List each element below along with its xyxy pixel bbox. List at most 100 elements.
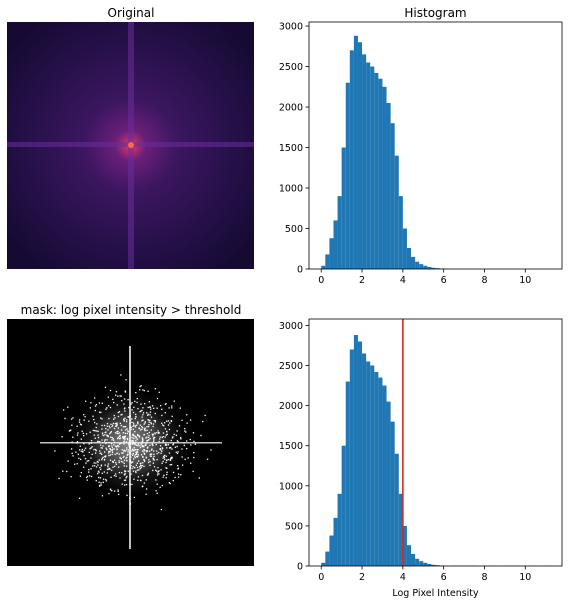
mask-pixel [62,470,64,472]
mask-pixel [160,508,163,511]
mask-pixel [193,451,195,454]
mask-pixel [179,407,182,409]
mask-pixel [143,389,145,392]
histogram-bar [321,562,326,566]
histogram-bar [423,265,428,269]
mask-pixel [94,397,96,399]
y-tick-label: 2000 [279,103,303,114]
original-panel: Original [7,6,254,269]
mask-pixel [155,490,157,492]
histogram-bar [321,265,326,269]
axes-frame [308,318,563,567]
spectrum-center-peak [128,142,134,148]
x-tick-label: 8 [481,572,487,583]
histogram-bar [390,123,395,269]
mask-pixel [172,479,174,482]
mask-vertical-streak [129,346,131,549]
histogram-bar [337,196,342,269]
histogram-bar [362,54,367,269]
histogram-bar [353,35,358,269]
histogram-bar [325,254,330,269]
histogram-title: Histogram [404,6,466,20]
mask-pixel [206,458,209,460]
mask-pixel [189,419,192,421]
histogram-bar [435,565,440,566]
histogram-bar [378,78,383,269]
mask-pixel [193,456,195,459]
mask-pixel [62,409,65,411]
y-tick-label: 1000 [279,184,303,195]
mask-pixel [78,497,81,499]
histogram-bar [357,341,363,566]
histogram-bar [386,401,391,566]
mask-pixel [186,414,188,416]
x-tick-label: 6 [441,275,447,286]
x-tick-label: 10 [519,572,531,583]
histogram-bar [427,266,432,269]
histogram-bar [370,66,375,269]
mask-pixel [177,476,180,478]
y-tick-label: 1000 [279,481,303,492]
y-tick-label: 1500 [279,143,303,154]
mask-pixel [193,440,195,443]
mask-pixel [177,473,180,475]
histogram-bar [366,62,371,269]
histogram-bar [386,102,391,269]
x-tick-label: 4 [400,275,406,286]
x-tick-label: 0 [318,275,324,286]
mask-pixel [133,496,136,499]
histogram-bar [423,562,428,566]
histogram-bar [415,558,420,566]
mask-pixel [70,429,72,431]
mask-pixel [198,477,201,479]
mask-pixel [70,418,73,420]
mask-title: mask: log pixel intensity > threshold [21,303,242,317]
mask-pixel [74,463,76,465]
y-tick-label: 3000 [279,321,303,332]
histogram-bar [402,228,407,269]
mask-pixel [71,424,73,426]
histogram-bar [435,268,440,269]
mask-pixel [147,390,149,392]
histogram-bar [406,247,412,269]
mask-pixel [192,432,195,434]
histogram-bar [341,147,346,269]
mask-pixel [139,385,141,388]
mask-panel: mask: log pixel intensity > threshold [7,303,254,566]
histogram-bar [329,535,334,566]
mask-pixel [67,460,69,462]
mask-pixel [139,389,141,391]
histogram-bar [337,493,342,566]
y-tick-label: 2500 [279,361,303,372]
histogram-top: Histogram 0 2 4 6 8 10 0 500 1000 1500 2000 2500 3000 [279,6,563,286]
histogram-bar [345,381,350,566]
mask-pixel [140,385,142,387]
y-tick-label: 500 [285,521,303,532]
histogram-bar [362,353,367,566]
mask-pixel [156,492,158,494]
mask-horizontal-streak [40,442,222,444]
histogram-bar [394,155,399,269]
mask-pixel [120,374,122,376]
histogram-bar [415,261,420,269]
histogram-bar [349,349,354,566]
histogram-bar [333,517,338,566]
histogram-bar [357,42,363,269]
mask-pixel [200,434,202,437]
histogram-bar [402,525,407,566]
mask-pixel [168,481,171,484]
histogram-bar [329,238,334,269]
mask-pixel [68,430,71,432]
mask-pixel [64,417,66,420]
x-tick-label: 0 [318,572,324,583]
mask-pixel [180,473,182,476]
histogram-bar [427,563,432,566]
mask-pixel [142,389,144,391]
mask-pixel [54,450,56,452]
mask-pixel [202,420,204,423]
x-tick-label: 4 [400,572,406,583]
mask-pixel [125,379,127,381]
mask-pixel [70,476,72,478]
mask-pixel [145,493,147,495]
